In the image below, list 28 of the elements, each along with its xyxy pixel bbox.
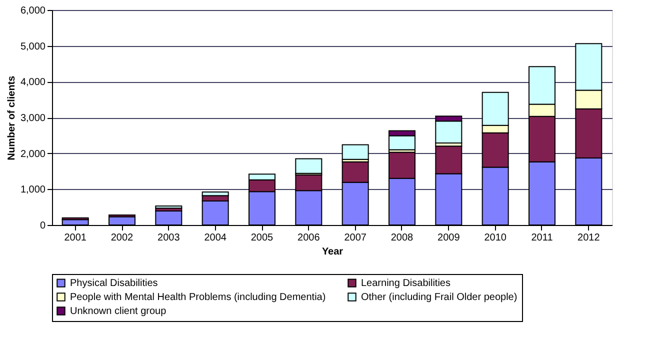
y-tick-label: 5,000	[20, 41, 46, 52]
x-tick-label: 2003	[158, 232, 180, 244]
bar	[155, 206, 182, 209]
x-tick-label: 2011	[531, 232, 554, 244]
legend-label: People with Mental Health Problems (including Dementia)	[70, 292, 326, 303]
x-tick-label: 2009	[438, 232, 460, 244]
x-tick-label: 2010	[484, 232, 507, 244]
y-tick-label: 0	[40, 220, 46, 232]
x-axis-title: Year	[322, 246, 344, 258]
x-tick-label: 2001	[64, 232, 87, 244]
x-tick-label: 2006	[298, 232, 320, 244]
x-tick-label: 2012	[578, 232, 600, 244]
y-tick-label: 4,000	[20, 77, 46, 88]
y-tick-label: 1,000	[20, 184, 46, 196]
y-axis-title: Number of clients	[6, 75, 18, 160]
y-tick-label: 6,000	[20, 6, 46, 16]
legend-label: Other (including Frail Older people)	[361, 292, 518, 303]
y-tick-label: 3,000	[20, 113, 46, 124]
x-tick-label: 2002	[110, 232, 134, 244]
legend-label: Unknown client group	[70, 306, 167, 317]
legend-label: Learning Disabilities	[361, 278, 450, 290]
x-tick-label: 2005	[250, 232, 274, 244]
x-tick-label: 2007	[344, 232, 367, 244]
y-tick-label: 2,000	[20, 148, 46, 160]
x-tick-label: 2004	[204, 232, 227, 244]
x-tick-label: 2008	[390, 232, 414, 244]
bar	[342, 144, 369, 160]
legend-label: Physical Disabilities	[70, 278, 158, 290]
